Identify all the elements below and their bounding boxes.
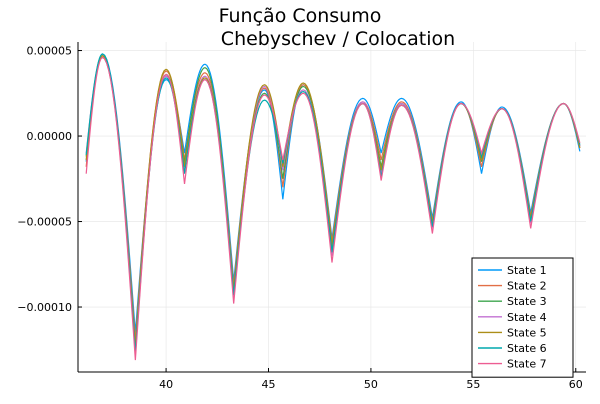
legend-box <box>471 257 574 378</box>
y-tick-label: −0.00005 <box>17 216 72 229</box>
chart-title-line-2: Chebyschev / Colocation <box>221 28 455 50</box>
x-tick-label: 55 <box>466 378 480 391</box>
x-tick-label: 60 <box>569 378 583 391</box>
y-tick-label: −0.00010 <box>17 301 72 314</box>
x-tick-label: 45 <box>262 378 276 391</box>
legend-label: State 6 <box>507 342 547 355</box>
tick-labels: 40 45 50 55 60 0.00005 0.00000 −0.00005 −0.00010 <box>17 45 582 391</box>
legend-label: State 4 <box>507 311 547 324</box>
x-tick-label: 40 <box>159 378 173 391</box>
legend-label: State 1 <box>507 264 547 277</box>
legend-label: State 3 <box>507 295 547 308</box>
x-tick-label: 50 <box>364 378 378 391</box>
grid <box>78 42 586 372</box>
legend: State 1 State 2 State 3 State 4 State 5 State… <box>471 257 574 378</box>
series-lines <box>85 53 581 361</box>
legend-label: State 5 <box>507 326 547 339</box>
legend-label: State 2 <box>507 280 547 293</box>
series-line-7 <box>85 56 581 361</box>
legend-label: State 7 <box>507 358 547 371</box>
chart-title-line-1: Função Consumo <box>219 5 382 27</box>
y-tick-label: 0.00005 <box>27 45 73 58</box>
y-tick-label: 0.00000 <box>27 130 73 143</box>
